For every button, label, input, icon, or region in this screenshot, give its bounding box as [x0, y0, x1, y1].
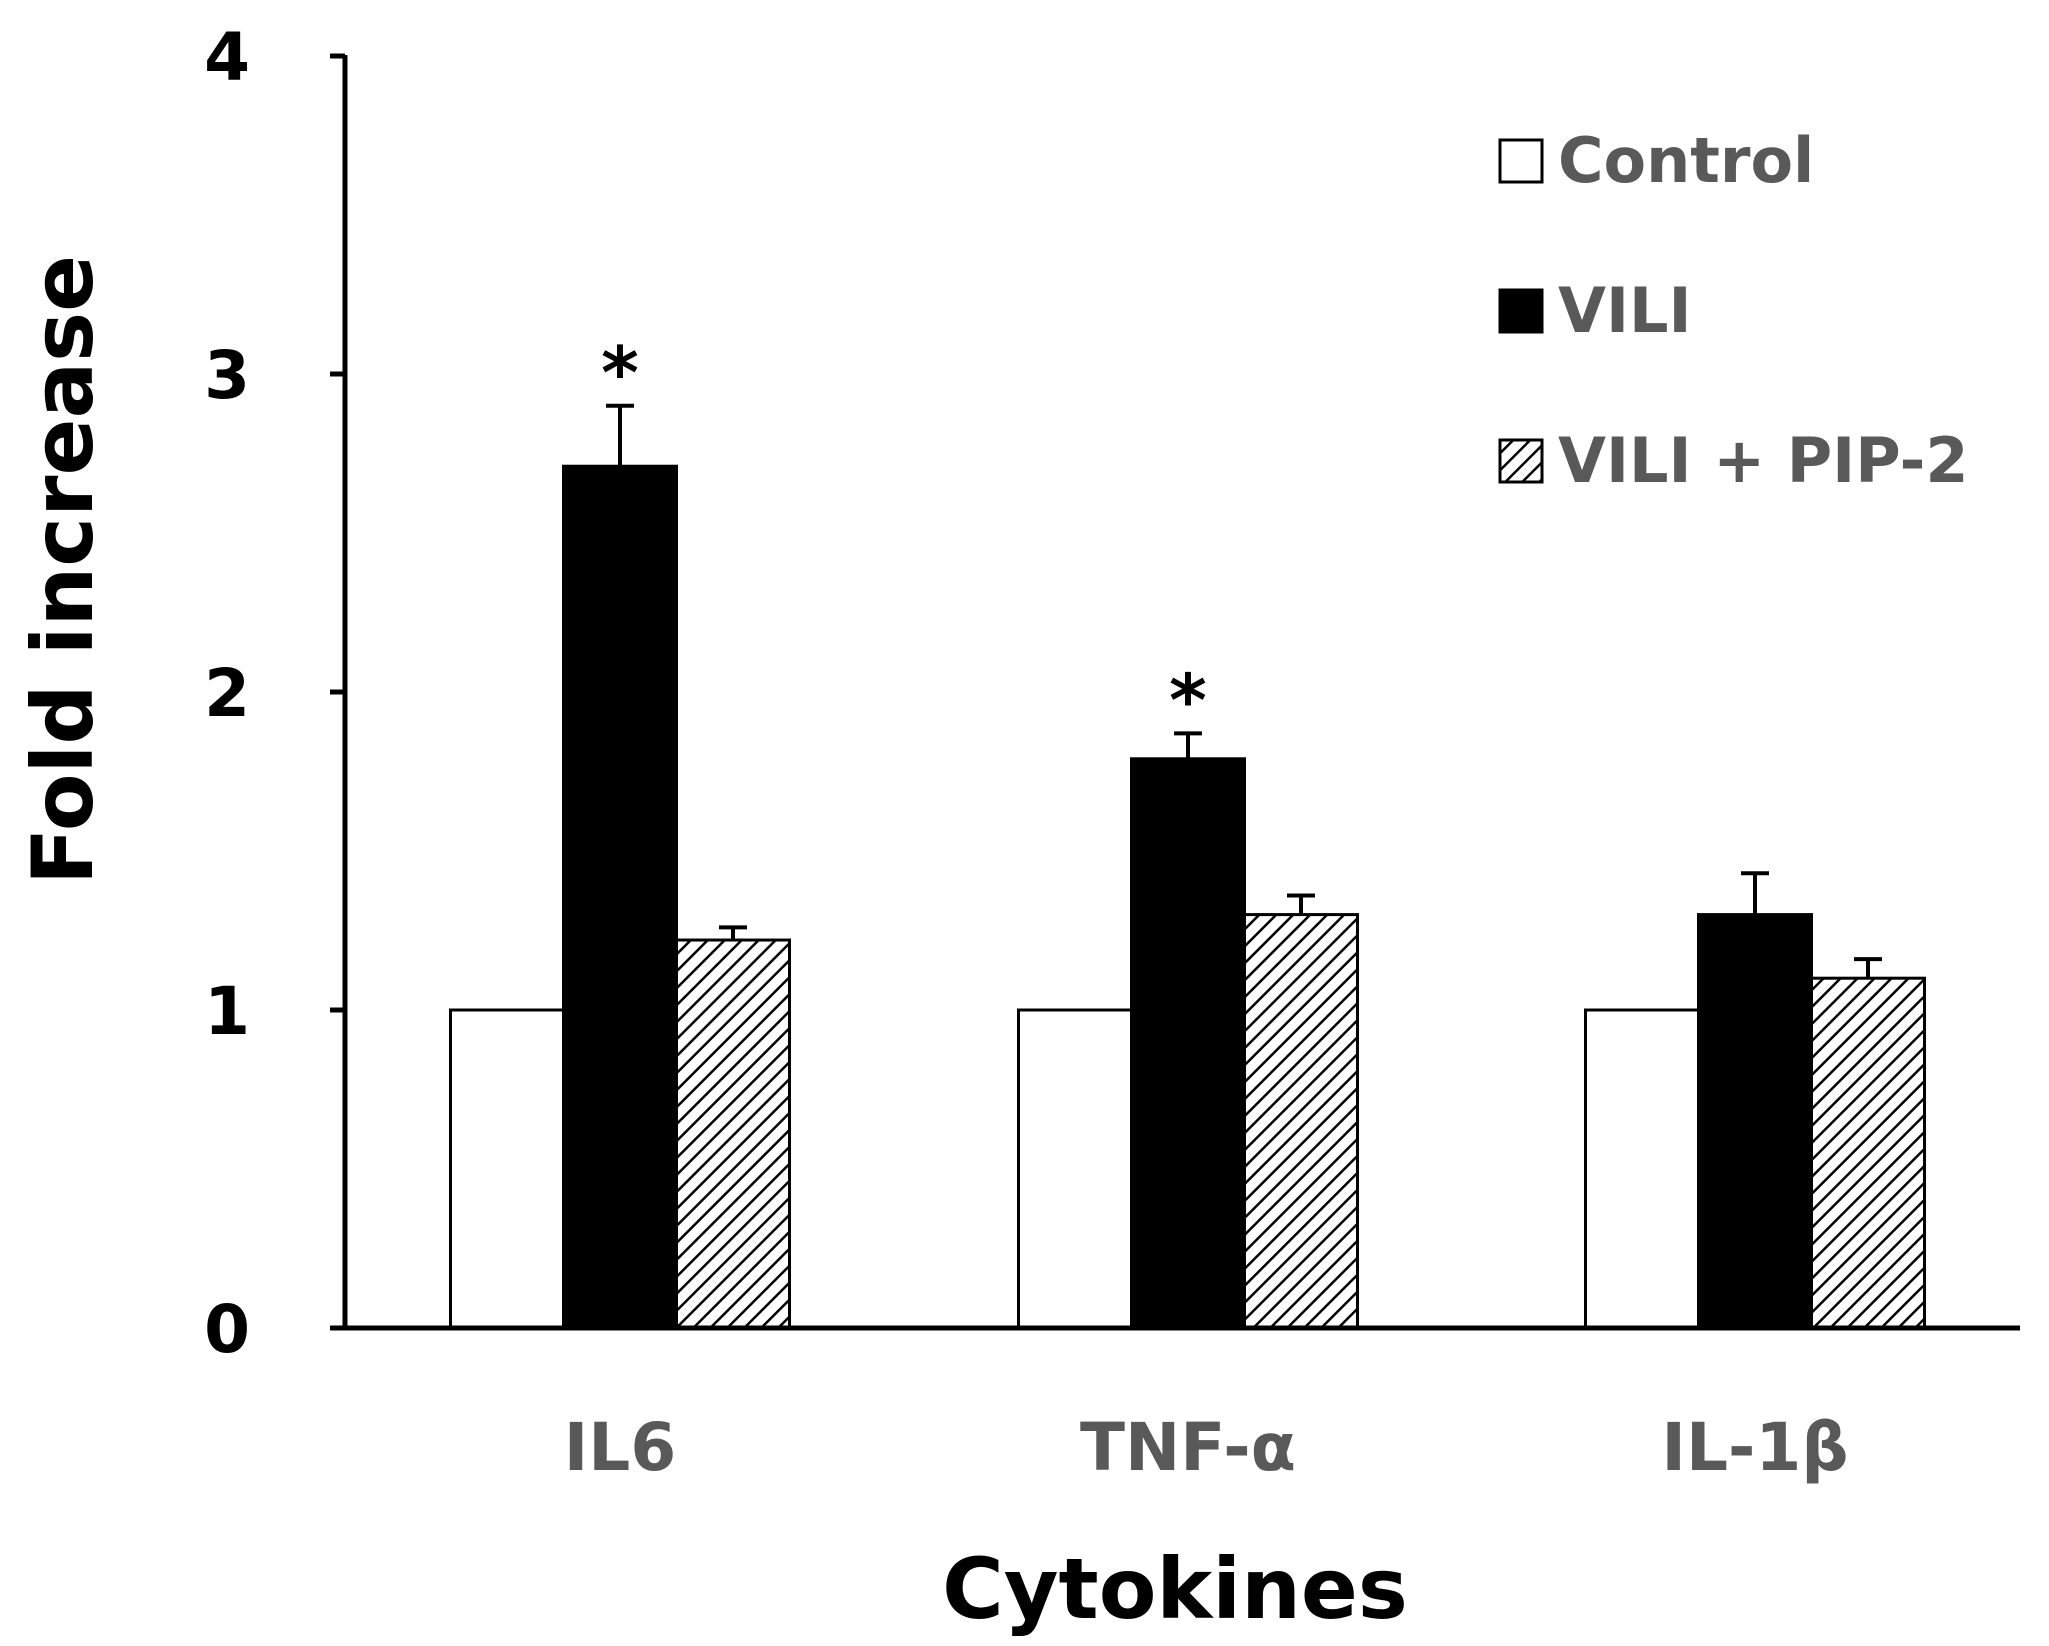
- significance-layer: **: [601, 331, 1207, 743]
- y-tick-label: 3: [204, 337, 250, 414]
- legend-swatch: [1498, 138, 1544, 184]
- x-categories: IL6 TNF-α IL-1β: [564, 1409, 1849, 1486]
- legend-swatch: [1498, 438, 1544, 484]
- significance-asterisk: *: [1169, 658, 1207, 742]
- legend-label: VILI + PIP-2: [1558, 424, 1968, 497]
- error-bars-layer: [606, 403, 1882, 979]
- x-category-label: IL-1β: [1661, 1409, 1848, 1486]
- y-tick-label: 4: [204, 19, 250, 96]
- legend-swatch: [1498, 288, 1544, 334]
- bar-control-2: [1584, 1008, 1700, 1330]
- x-category-label: TNF-α: [1080, 1409, 1296, 1486]
- significance-asterisk: *: [601, 331, 639, 415]
- x-axis-title: Cytokines: [942, 1540, 1408, 1638]
- bar-vili-2: [1697, 913, 1813, 1330]
- y-ticks: 0 1 2 3 4: [204, 19, 345, 1368]
- x-category-label: IL6: [564, 1409, 677, 1486]
- bars-layer: [449, 464, 1926, 1330]
- bar-control-0: [449, 1008, 565, 1330]
- bar-vili-pip-2-0: [675, 938, 791, 1330]
- bar-vili-pip-2-1: [1243, 913, 1359, 1330]
- y-axis-title: Fold increase: [14, 255, 112, 885]
- y-tick-label: 1: [204, 973, 250, 1050]
- bar-vili-0: [562, 464, 678, 1330]
- legend-label: Control: [1558, 124, 1814, 197]
- legend-label: VILI: [1558, 274, 1692, 347]
- y-tick-label: 2: [204, 655, 250, 732]
- bar-vili-pip-2-2: [1810, 976, 1926, 1330]
- y-tick-label: 0: [204, 1291, 250, 1368]
- bar-vili-1: [1130, 757, 1246, 1330]
- bar-control-1: [1017, 1008, 1133, 1330]
- legend: Control VILI VILI + PIP-2: [1498, 124, 1968, 497]
